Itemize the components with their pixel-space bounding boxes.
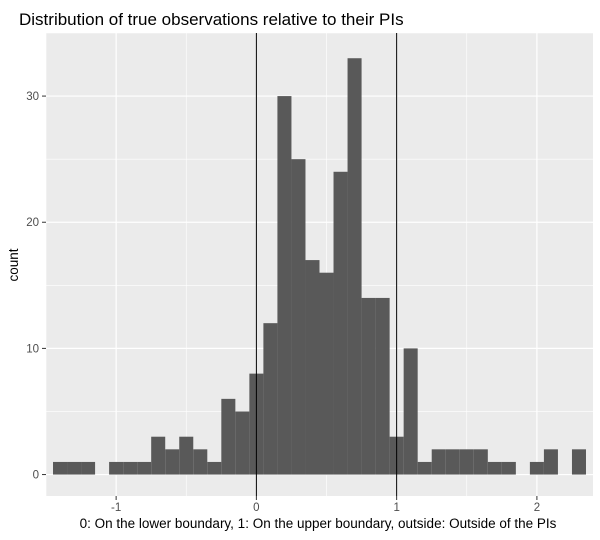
x-tick-label: -1 bbox=[111, 502, 121, 514]
histogram-bar bbox=[263, 323, 278, 475]
histogram-bar bbox=[431, 449, 446, 475]
histogram-bar bbox=[543, 449, 558, 475]
histogram-bar bbox=[81, 461, 96, 475]
histogram-bar bbox=[361, 297, 376, 475]
histogram-bar bbox=[123, 461, 138, 475]
histogram-bar bbox=[403, 348, 418, 475]
histogram-bar bbox=[137, 461, 152, 475]
histogram-bar bbox=[529, 461, 544, 475]
histogram-bar bbox=[417, 461, 432, 475]
y-axis-ticks: 0 10 20 30 bbox=[26, 91, 46, 482]
x-tick-label: 0 bbox=[253, 502, 259, 514]
histogram-bar bbox=[151, 436, 166, 475]
histogram-bar bbox=[235, 411, 250, 475]
histogram-bar bbox=[109, 461, 124, 475]
histogram-bar bbox=[291, 159, 306, 475]
x-tick-label: 1 bbox=[393, 502, 399, 514]
histogram-bar bbox=[473, 449, 488, 475]
x-tick-label: 2 bbox=[534, 502, 540, 514]
y-axis-label: count bbox=[6, 248, 21, 281]
y-tick-label: 20 bbox=[26, 217, 39, 229]
histogram-bar bbox=[277, 96, 292, 475]
histogram-bar bbox=[67, 461, 82, 475]
y-tick-label: 30 bbox=[26, 91, 39, 103]
histogram-bar bbox=[571, 449, 586, 475]
histogram-bar bbox=[53, 461, 68, 475]
histogram-bar bbox=[445, 449, 460, 475]
chart-title: Distribution of true observations relati… bbox=[19, 10, 404, 29]
histogram-bar bbox=[221, 398, 236, 475]
y-tick-label: 0 bbox=[33, 470, 39, 482]
reference-lines bbox=[255, 33, 398, 496]
histogram-bar bbox=[333, 171, 348, 475]
histogram-bar bbox=[179, 436, 194, 475]
histogram-bar bbox=[319, 272, 334, 475]
histogram-bar bbox=[193, 449, 208, 475]
x-axis-ticks: -1 0 1 2 bbox=[111, 496, 540, 514]
histogram-bar bbox=[305, 260, 320, 475]
histogram-bar bbox=[347, 58, 362, 475]
histogram-bar bbox=[459, 449, 474, 475]
histogram-bar bbox=[375, 297, 390, 475]
histogram-bar bbox=[165, 449, 180, 475]
x-axis-label: 0: On the lower boundary, 1: On the uppe… bbox=[80, 516, 557, 531]
histogram-bar bbox=[487, 461, 502, 475]
histogram-bar bbox=[501, 461, 516, 475]
histogram-bar bbox=[207, 461, 222, 475]
y-tick-label: 10 bbox=[26, 343, 39, 355]
